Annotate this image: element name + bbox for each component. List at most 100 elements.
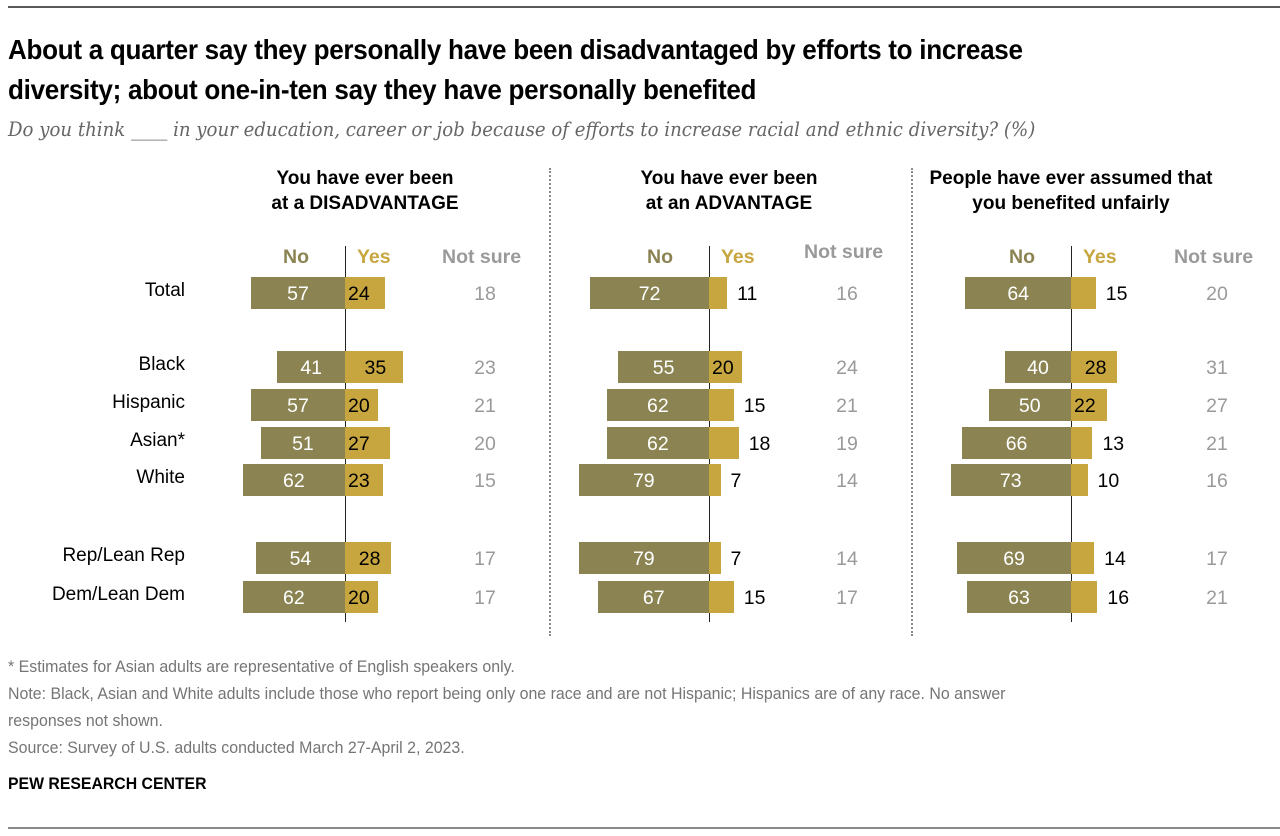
label-not-sure-dem-lean-dem: 21 bbox=[1206, 587, 1228, 609]
label-not-sure-asian: 21 bbox=[1206, 433, 1228, 455]
panel-title-line-1: You have ever been bbox=[276, 168, 454, 189]
column-header-yes: Yes bbox=[721, 246, 755, 268]
label-yes-asian: 18 bbox=[748, 433, 771, 455]
label-yes-rep-lean-rep: 14 bbox=[1104, 548, 1126, 570]
bar-no-total bbox=[590, 277, 709, 309]
panel-title-3: People have ever assumed that you benefit… bbox=[871, 166, 1271, 216]
bar-yes-dem-lean-dem bbox=[709, 581, 734, 613]
label-no-asian: 51 bbox=[292, 433, 314, 455]
bar-yes-hispanic bbox=[345, 389, 378, 421]
panel-title-line-2: at an ADVANTAGE bbox=[645, 193, 813, 214]
bar-yes-white bbox=[345, 464, 383, 496]
chart-title-line-2: diversity; about one-in-ten say they hav… bbox=[8, 74, 757, 105]
footnotes: * Estimates for Asian adults are represe… bbox=[8, 654, 1005, 762]
bar-no-total bbox=[250, 277, 345, 309]
bar-no-hispanic bbox=[988, 389, 1071, 421]
row-label-total: Total bbox=[144, 280, 185, 301]
bar-no-hispanic bbox=[250, 389, 345, 421]
label-not-sure-asian: 19 bbox=[836, 433, 858, 455]
bar-no-total bbox=[965, 277, 1071, 309]
label-no-rep-lean-rep: 69 bbox=[1003, 548, 1025, 570]
bar-no-asian bbox=[260, 427, 345, 459]
label-not-sure-rep-lean-rep: 17 bbox=[474, 548, 496, 570]
label-no-white: 79 bbox=[632, 470, 655, 492]
bar-yes-rep-lean-rep bbox=[709, 542, 721, 574]
column-header-yes: Yes bbox=[1083, 246, 1117, 268]
label-not-sure-total: 18 bbox=[474, 283, 496, 305]
label-no-rep-lean-rep: 79 bbox=[632, 548, 655, 570]
column-header-yes: Yes bbox=[357, 246, 391, 268]
row-label-hispanic: Hispanic bbox=[112, 392, 185, 413]
label-not-sure-rep-lean-rep: 17 bbox=[1206, 548, 1228, 570]
bar-no-asian bbox=[606, 427, 709, 459]
panel-title-line-2: you benefited unfairly bbox=[972, 193, 1170, 214]
label-yes-hispanic: 20 bbox=[348, 395, 370, 417]
bar-yes-black bbox=[709, 351, 742, 383]
label-no-dem-lean-dem: 63 bbox=[1008, 587, 1030, 609]
bar-yes-dem-lean-dem bbox=[1071, 581, 1098, 613]
label-not-sure-white: 16 bbox=[1206, 470, 1228, 492]
label-not-sure-black: 24 bbox=[836, 357, 858, 379]
label-no-hispanic: 62 bbox=[646, 395, 669, 417]
label-no-hispanic: 57 bbox=[287, 395, 309, 417]
panel-title-2: You have ever been at an ADVANTAGE bbox=[529, 166, 929, 216]
label-no-black: 40 bbox=[1027, 357, 1049, 379]
label-yes-white: 10 bbox=[1097, 470, 1120, 492]
label-not-sure-black: 31 bbox=[1206, 357, 1228, 379]
bar-no-white bbox=[578, 464, 709, 496]
label-not-sure-black: 23 bbox=[474, 357, 496, 379]
label-no-dem-lean-dem: 62 bbox=[282, 587, 305, 609]
asterisk-note: * Estimates for Asian adults are represe… bbox=[8, 658, 515, 676]
bar-yes-white bbox=[1071, 464, 1088, 496]
bar-yes-asian bbox=[1071, 427, 1093, 459]
brand-logo-text: PEW RESEARCH CENTER bbox=[8, 774, 207, 793]
label-no-total: 64 bbox=[1007, 283, 1030, 305]
chart-title-line-1: About a quarter say they personally have… bbox=[8, 34, 1023, 65]
column-header-not-sure: Not sure bbox=[804, 241, 884, 263]
label-yes-dem-lean-dem: 20 bbox=[348, 587, 370, 609]
bar-yes-rep-lean-rep bbox=[1071, 542, 1095, 574]
bar-no-black bbox=[618, 351, 709, 383]
label-not-sure-white: 14 bbox=[836, 470, 858, 492]
bar-yes-hispanic bbox=[709, 389, 734, 421]
bar-no-dem-lean-dem bbox=[967, 581, 1071, 613]
label-yes-total: 15 bbox=[1105, 283, 1128, 305]
bar-yes-asian bbox=[345, 427, 390, 459]
label-no-asian: 62 bbox=[646, 433, 669, 455]
bar-yes-hispanic bbox=[1071, 389, 1108, 421]
label-yes-black: 28 bbox=[1084, 357, 1107, 379]
chart-subtitle: Do you think ____ in your education, car… bbox=[8, 118, 1036, 141]
label-no-dem-lean-dem: 67 bbox=[642, 587, 665, 609]
bar-no-hispanic bbox=[606, 389, 709, 421]
label-yes-rep-lean-rep: 28 bbox=[358, 548, 381, 570]
label-not-sure-dem-lean-dem: 17 bbox=[836, 587, 858, 609]
bar-no-dem-lean-dem bbox=[242, 581, 345, 613]
top-rule bbox=[8, 6, 1280, 8]
bar-no-black bbox=[1005, 351, 1071, 383]
label-yes-hispanic: 22 bbox=[1074, 395, 1096, 417]
label-not-sure-hispanic: 21 bbox=[836, 395, 858, 417]
label-yes-total: 24 bbox=[348, 283, 370, 305]
label-yes-black: 35 bbox=[364, 357, 387, 379]
row-label-dem-lean-dem: Dem/Lean Dem bbox=[51, 584, 185, 605]
bar-yes-total bbox=[1071, 277, 1096, 309]
bottom-rule bbox=[8, 827, 1280, 829]
note-line-1: Note: Black, Asian and White adults incl… bbox=[8, 685, 1006, 703]
bar-yes-white bbox=[709, 464, 721, 496]
panel-divider-1 bbox=[549, 168, 551, 636]
label-not-sure-asian: 20 bbox=[474, 433, 496, 455]
panel-divider-2 bbox=[911, 168, 913, 636]
label-no-black: 41 bbox=[300, 357, 323, 379]
label-no-total: 57 bbox=[287, 283, 309, 305]
label-yes-asian: 13 bbox=[1102, 433, 1125, 455]
bar-no-white bbox=[242, 464, 345, 496]
label-not-sure-hispanic: 27 bbox=[1206, 395, 1228, 417]
label-yes-black: 20 bbox=[712, 357, 734, 379]
column-header-not-sure: Not sure bbox=[1174, 246, 1254, 268]
bar-no-black bbox=[277, 351, 345, 383]
label-no-asian: 66 bbox=[1005, 433, 1028, 455]
bar-no-white bbox=[950, 464, 1071, 496]
bar-no-asian bbox=[962, 427, 1071, 459]
row-label-white: White bbox=[136, 467, 185, 488]
bar-yes-black bbox=[1071, 351, 1118, 383]
